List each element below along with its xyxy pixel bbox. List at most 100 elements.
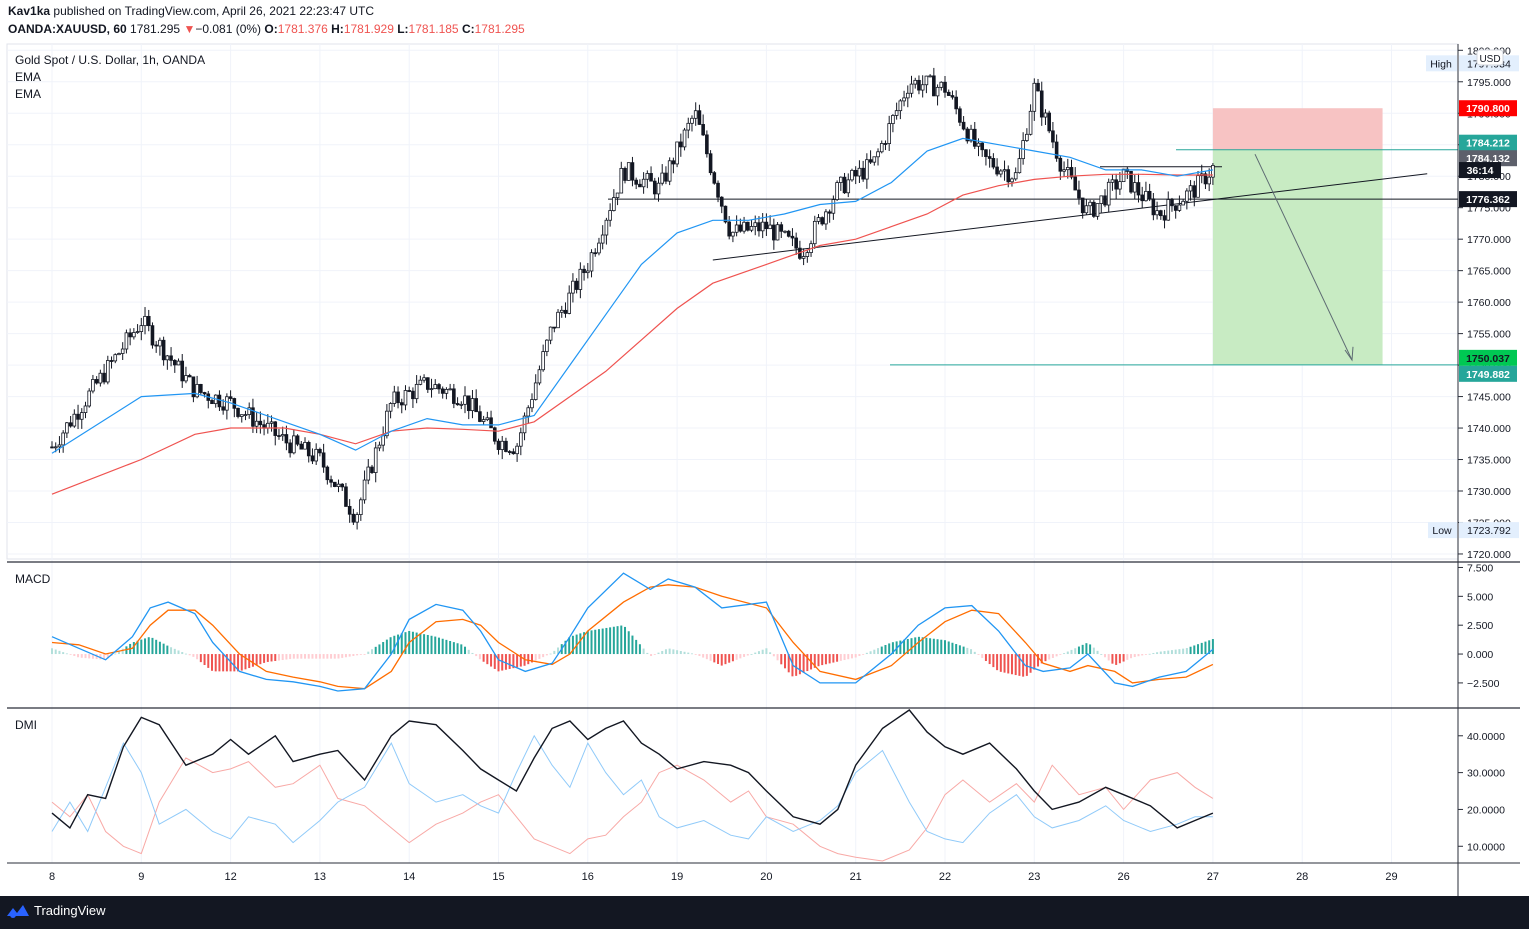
histogram-bar	[1141, 654, 1144, 656]
histogram-bar	[713, 654, 716, 663]
candle-body	[619, 167, 624, 194]
histogram-bar	[836, 654, 839, 662]
price-tick-label: 1795.000	[1467, 77, 1511, 89]
candle-body	[83, 405, 88, 414]
author-name[interactable]: Kav1ka	[8, 4, 51, 18]
price-tag-box[interactable]	[1459, 365, 1517, 382]
dmi-legend[interactable]: DMI	[15, 718, 37, 732]
candle-body	[1051, 130, 1055, 143]
candle-body	[630, 162, 635, 181]
histogram-bar	[527, 654, 530, 665]
candle-body	[1144, 190, 1148, 202]
candle-body	[172, 359, 177, 366]
histogram-bar	[891, 642, 894, 655]
candle-body	[184, 375, 188, 382]
histogram-bar	[843, 654, 846, 661]
price-tag-label: 1750.037	[1466, 353, 1510, 365]
candle-body	[1092, 201, 1096, 217]
histogram-bar	[824, 654, 827, 665]
tradingview-brand[interactable]: TradingView	[34, 903, 106, 918]
histogram-bar	[1189, 646, 1192, 655]
ema-slow-legend[interactable]: EMA	[15, 87, 41, 101]
candle-body	[347, 506, 352, 515]
candle-body	[883, 143, 888, 145]
low-label: Low	[1432, 525, 1452, 537]
symbol-label[interactable]: OANDA:XAUUSD, 60	[8, 22, 127, 36]
price-tag-box[interactable]	[1459, 191, 1517, 208]
histogram-bar	[832, 654, 835, 663]
histogram-bar	[99, 654, 102, 660]
currency-label: USD	[1479, 54, 1500, 65]
tradingview-logo-icon[interactable]	[6, 902, 30, 920]
histogram-bar	[966, 647, 969, 655]
candle-body	[392, 391, 397, 404]
time-axis[interactable]: 8 9 12 13 14 15 16 19 20 21 22 23 26 27 28 29	[49, 871, 1398, 883]
candle-body	[552, 326, 557, 329]
histogram-bar	[858, 654, 861, 656]
candle-body	[768, 224, 772, 230]
histogram-bar	[717, 654, 720, 664]
candle-body	[1043, 112, 1048, 118]
histogram-bar	[367, 651, 370, 655]
histogram-bar	[1159, 651, 1162, 655]
candle-body	[705, 134, 709, 155]
candle-body	[738, 224, 743, 232]
candle-body	[396, 391, 400, 404]
price-tag-box[interactable]	[1459, 162, 1501, 179]
candle-body	[199, 383, 203, 393]
price-tag-box[interactable]	[1459, 349, 1517, 366]
projection-arrow-line[interactable]	[1254, 153, 1353, 361]
candle-body	[251, 407, 255, 427]
candle-body	[288, 442, 292, 454]
histogram-bar	[233, 654, 236, 672]
histogram-bar	[1122, 654, 1125, 662]
histogram-bar	[936, 639, 939, 655]
histogram-bar	[1200, 642, 1203, 655]
histogram-bar	[73, 654, 76, 656]
candle-body	[1147, 190, 1152, 200]
candle-body	[1025, 133, 1029, 141]
time-tick-label: 9	[138, 871, 144, 883]
ema-fast-legend[interactable]: EMA	[15, 70, 41, 84]
candle-body	[1039, 90, 1044, 118]
candle-body	[850, 169, 854, 181]
candle-body	[1211, 165, 1215, 178]
candle-body	[686, 122, 691, 131]
candle-body	[511, 451, 516, 455]
histogram-bar	[218, 654, 221, 672]
candle-body	[1162, 215, 1167, 221]
histogram-bar	[240, 654, 243, 671]
histogram-bar	[80, 654, 83, 658]
histogram-bar	[106, 654, 109, 659]
histogram-bar	[333, 654, 336, 659]
candle-body	[254, 420, 259, 427]
histogram-bar	[627, 631, 630, 655]
macd-legend[interactable]: MACD	[15, 572, 51, 586]
candle-body	[1155, 210, 1159, 216]
candle-body	[507, 451, 512, 453]
chart-area[interactable]: 1720.0001725.0001730.0001735.0001740.000…	[0, 42, 1529, 896]
macd-pane: −2.500 0.000 2.500 5.000 7.500	[51, 562, 1500, 692]
price-tag-box[interactable]	[1459, 134, 1517, 151]
arrow-head-icon	[1344, 346, 1354, 362]
histogram-bar	[538, 654, 541, 659]
candle-body	[559, 309, 564, 313]
histogram-bar	[583, 632, 586, 655]
candle-body	[120, 348, 125, 354]
histogram-bar	[1037, 654, 1040, 667]
histogram-bar	[277, 654, 280, 661]
candle-body	[135, 331, 140, 333]
candle-body	[812, 220, 817, 245]
candle-body	[161, 339, 166, 361]
histogram-bar	[1111, 654, 1114, 664]
histogram-bar	[516, 654, 519, 668]
price-tag-box[interactable]	[1459, 100, 1517, 117]
histogram-bar	[255, 654, 258, 666]
macd-tick-label: 7.500	[1467, 562, 1493, 574]
histogram-bar	[263, 654, 266, 663]
currency-badge[interactable]	[1476, 49, 1504, 66]
candle-body	[1132, 182, 1137, 193]
price-tick-label: 1740.000	[1467, 423, 1511, 435]
histogram-bar	[478, 654, 481, 660]
rising-trendline[interactable]	[712, 173, 1428, 261]
